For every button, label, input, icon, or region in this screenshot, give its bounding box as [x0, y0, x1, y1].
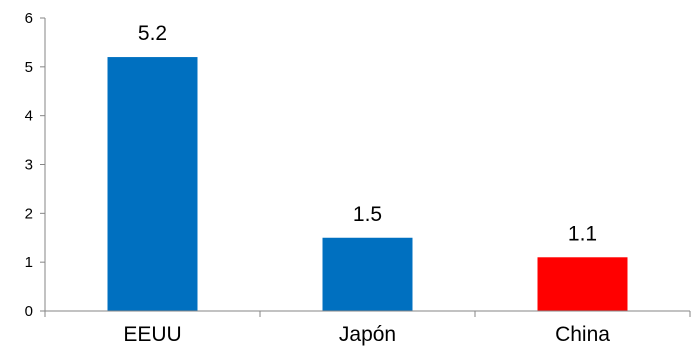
- bar-value-label: 1.5: [353, 203, 382, 226]
- y-tick-label: 0: [25, 303, 33, 320]
- x-axis: EEUU Japón China: [44, 310, 691, 346]
- bar-japón: [322, 237, 413, 311]
- y-axis-ticks: 0 1 2 3 4 5 6: [25, 10, 46, 320]
- x-category-label: China: [555, 323, 610, 346]
- bar-eeuu: [107, 57, 198, 311]
- x-category-label: EEUU: [123, 323, 181, 346]
- y-tick-label: 2: [25, 205, 33, 222]
- bar-value-label: 5.2: [138, 22, 167, 45]
- y-tick-label: 1: [25, 254, 33, 271]
- y-tick-label: 6: [25, 10, 33, 27]
- y-tick-label: 5: [25, 59, 33, 76]
- bars: [107, 57, 628, 311]
- bar-value-label: 1.1: [568, 222, 597, 245]
- bar-china: [537, 257, 628, 311]
- y-tick-label: 4: [25, 108, 33, 125]
- y-tick-label: 3: [25, 157, 33, 174]
- x-category-label: Japón: [339, 323, 396, 346]
- data-labels: 5.2 1.5 1.1: [138, 22, 597, 245]
